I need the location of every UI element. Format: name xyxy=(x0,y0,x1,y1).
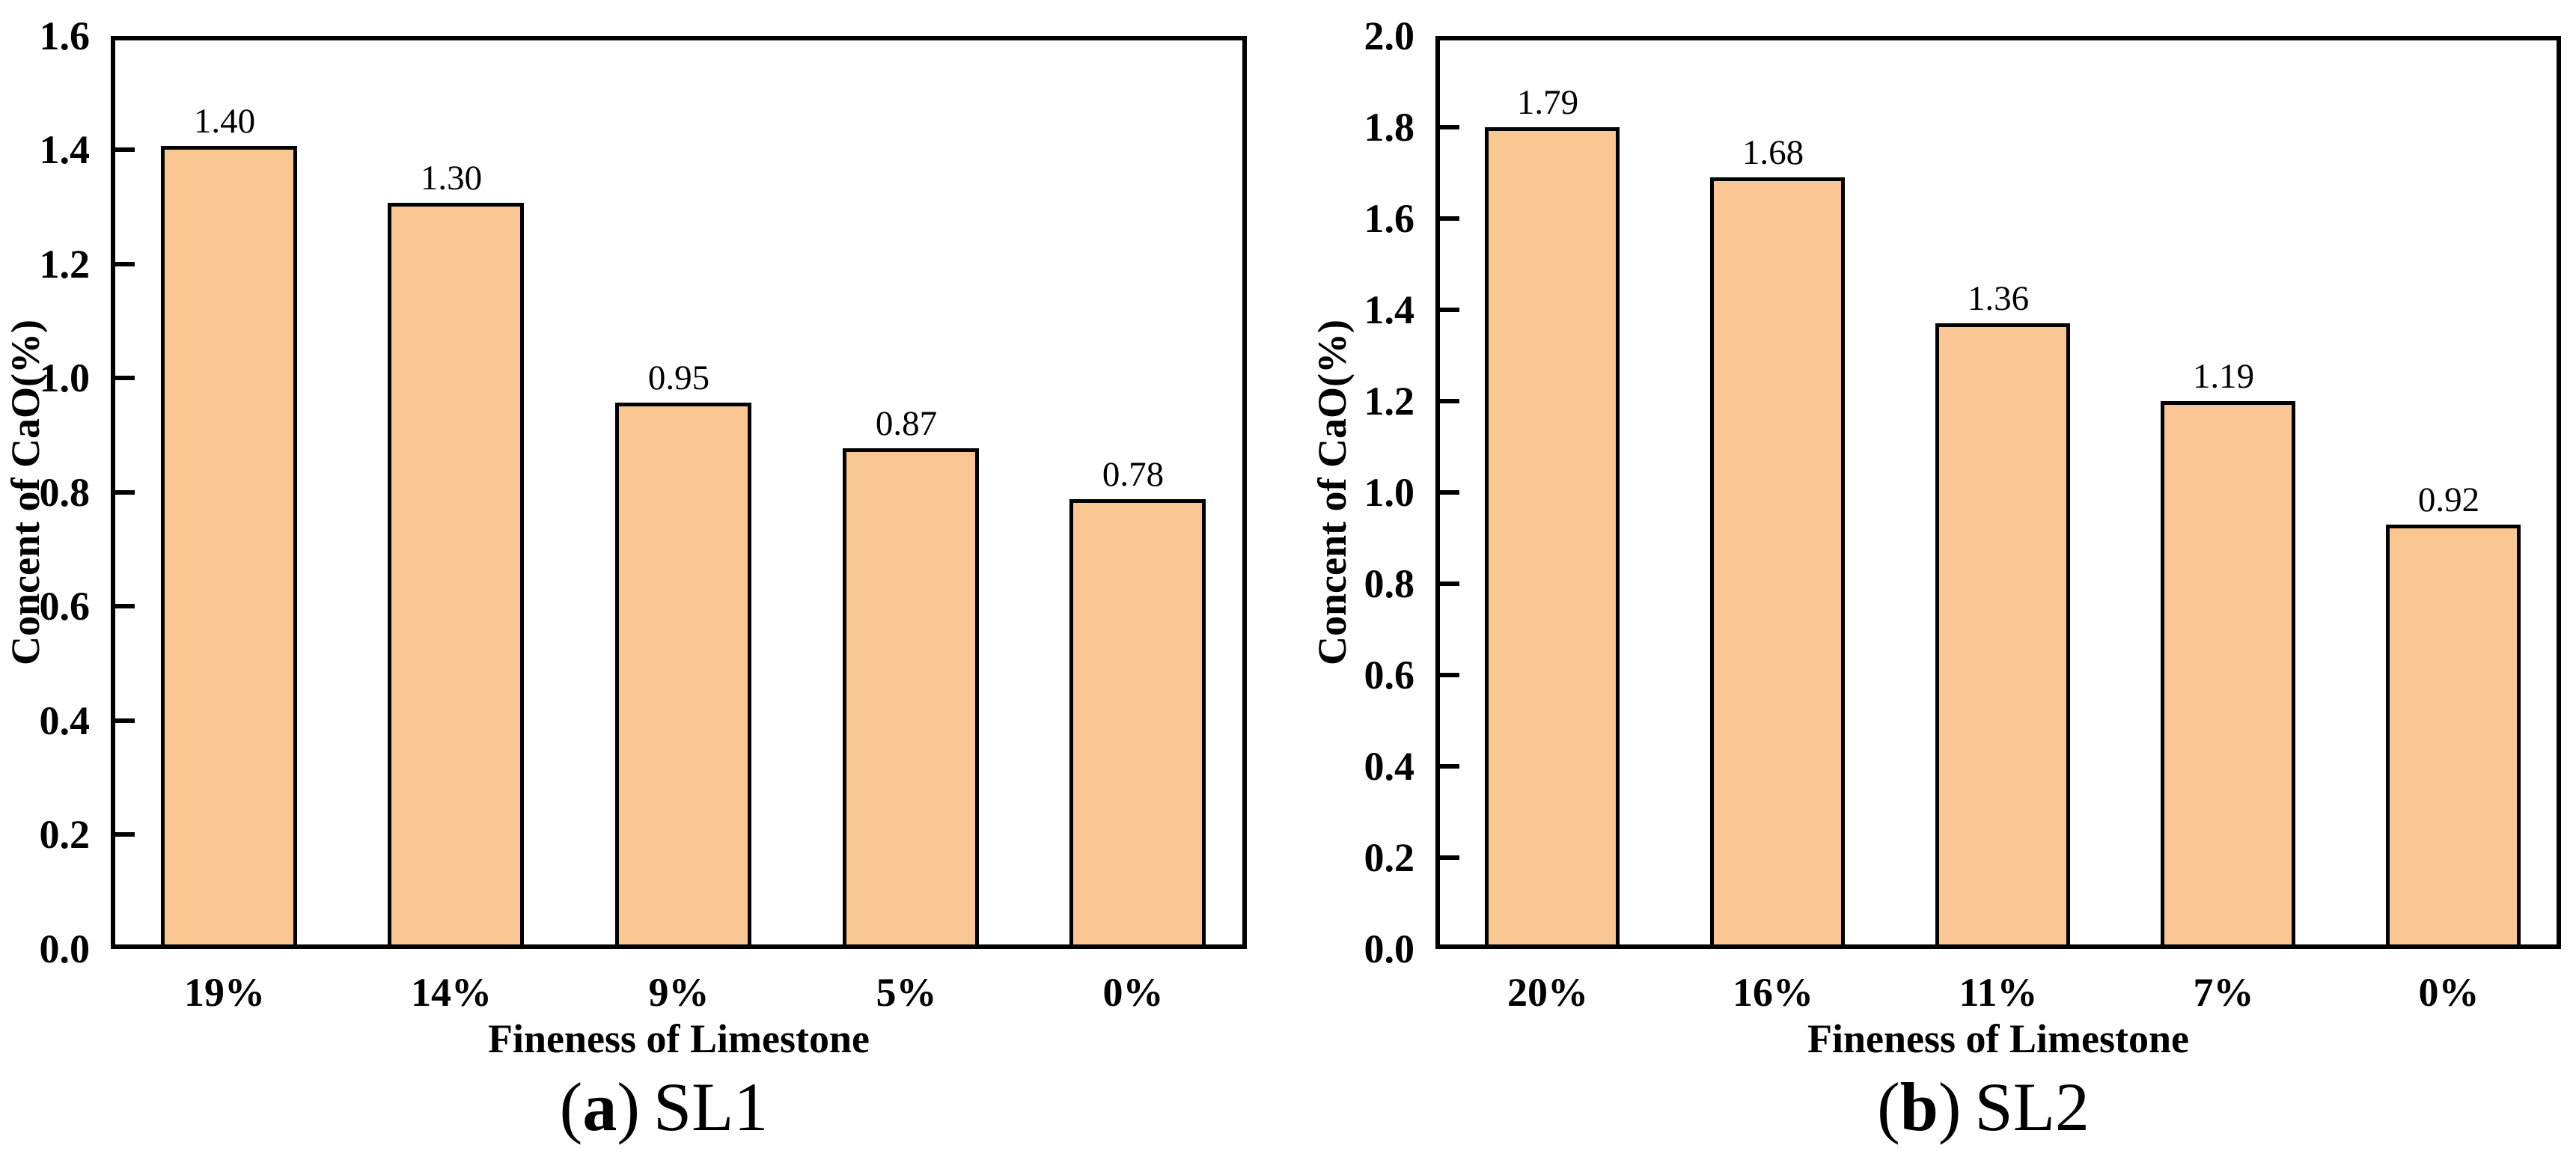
caption-a-label: SL1 xyxy=(653,1069,769,1145)
bar-11% xyxy=(1935,323,2070,944)
x-category-label: 7% xyxy=(2193,970,2254,1015)
bar-9% xyxy=(615,403,751,944)
y-tick-label: 0.0 xyxy=(1364,926,1415,971)
y-axis-tick xyxy=(1440,490,1459,495)
bar-value-label: 1.19 xyxy=(2192,357,2255,396)
y-tick-label: 1.8 xyxy=(1364,105,1415,150)
caption-b-label: SL2 xyxy=(1974,1069,2090,1145)
bar-5% xyxy=(843,448,979,944)
caption-a-letter: a xyxy=(582,1069,617,1145)
y-tick-label: 1.6 xyxy=(1364,196,1415,241)
y-axis-tick xyxy=(115,832,135,837)
y-tick-label: 0.6 xyxy=(1364,653,1415,697)
y-tick-label: 0.8 xyxy=(1364,561,1415,606)
x-category-label: 19% xyxy=(184,970,265,1015)
y-tick-label: 1.0 xyxy=(39,355,91,400)
bar-value-label: 0.87 xyxy=(875,404,938,443)
y-tick-label: 2.0 xyxy=(1364,13,1415,58)
y-axis-tick xyxy=(1440,855,1459,860)
bar-value-label: 1.79 xyxy=(1516,83,1579,122)
y-axis-tick xyxy=(115,376,135,380)
caption-b-close-paren: ) xyxy=(1938,1069,1962,1145)
x-category-label: 0% xyxy=(1102,970,1164,1015)
y-axis-tick xyxy=(1440,581,1459,586)
y-tick-label: 0.6 xyxy=(39,584,91,629)
y-tick-label: 1.2 xyxy=(1364,379,1415,424)
plot-area-a xyxy=(111,36,1247,949)
y-tick-label: 0.0 xyxy=(39,926,91,971)
bar-value-label: 0.92 xyxy=(2417,480,2480,519)
y-axis-tick xyxy=(1440,125,1459,129)
y-tick-label: 0.2 xyxy=(1364,835,1415,880)
bar-16% xyxy=(1710,177,1845,944)
x-category-label: 20% xyxy=(1507,970,1588,1015)
x-category-label: 16% xyxy=(1733,970,1813,1015)
caption-a-close-paren: ) xyxy=(617,1069,640,1145)
caption-a-open-paren: ( xyxy=(559,1069,583,1145)
bar-19% xyxy=(161,146,297,944)
x-category-label: 11% xyxy=(1959,970,2038,1015)
bar-20% xyxy=(1485,127,1620,944)
caption-a: (a) SL1 xyxy=(215,1066,1113,1148)
bar-value-label: 0.95 xyxy=(647,358,710,397)
y-tick-label: 0.2 xyxy=(39,812,91,857)
y-tick-label: 0.8 xyxy=(39,470,91,515)
y-tick-label: 0.4 xyxy=(39,698,91,743)
bar-0% xyxy=(2386,525,2521,944)
y-tick-label: 1.6 xyxy=(39,13,91,58)
y-axis-tick xyxy=(115,147,135,152)
bar-value-label: 1.40 xyxy=(193,102,256,141)
y-axis-tick xyxy=(115,604,135,608)
x-axis-title-a: Fineness of Limestone xyxy=(488,1016,870,1061)
x-category-label: 14% xyxy=(411,970,492,1015)
x-axis-title-b: Fineness of Limestone xyxy=(1807,1016,2189,1061)
bar-14% xyxy=(388,203,524,944)
bar-0% xyxy=(1069,499,1206,944)
x-category-label: 5% xyxy=(876,970,937,1015)
y-tick-label: 0.4 xyxy=(1364,744,1415,789)
bar-value-label: 0.78 xyxy=(1102,455,1165,494)
caption-b-letter: b xyxy=(1899,1069,1938,1145)
y-axis-tick xyxy=(1440,216,1459,221)
y-axis-tick xyxy=(115,490,135,495)
bar-value-label: 1.30 xyxy=(420,159,483,198)
y-tick-label: 1.2 xyxy=(39,242,91,287)
x-category-label: 0% xyxy=(2418,970,2479,1015)
caption-b-open-paren: ( xyxy=(1877,1069,1900,1145)
y-axis-tick xyxy=(115,262,135,266)
x-category-label: 9% xyxy=(648,970,709,1015)
y-axis-tick xyxy=(1440,399,1459,403)
bar-value-label: 1.36 xyxy=(1967,279,2030,318)
y-axis-tick xyxy=(1440,673,1459,677)
caption-b: (b) SL2 xyxy=(1534,1066,2432,1148)
plot-area-b xyxy=(1435,36,2561,949)
y-axis-tick xyxy=(1440,308,1459,312)
bar-7% xyxy=(2161,401,2295,944)
bar-value-label: 1.68 xyxy=(1742,133,1804,172)
y-axis-tick xyxy=(115,718,135,723)
y-axis-tick xyxy=(1440,764,1459,769)
y-tick-label: 1.4 xyxy=(39,127,91,172)
y-tick-label: 1.0 xyxy=(1364,470,1415,515)
y-tick-label: 1.4 xyxy=(1364,287,1415,332)
